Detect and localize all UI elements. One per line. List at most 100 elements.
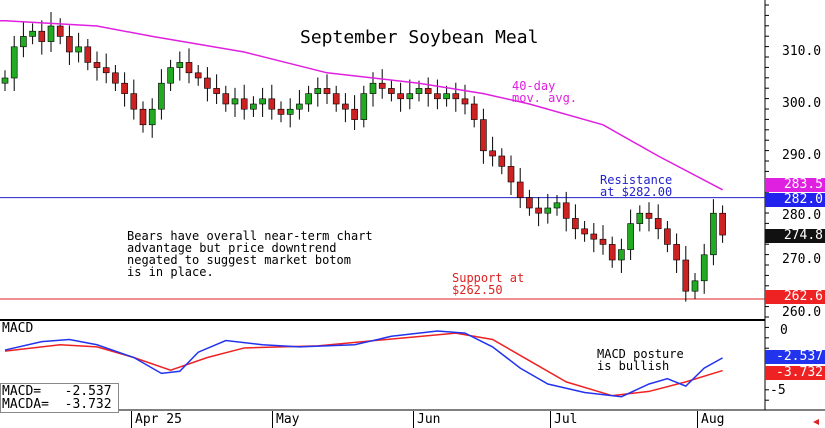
candle-body	[526, 197, 533, 209]
candle-body	[75, 46, 82, 53]
y-tick: 300.0	[782, 96, 822, 111]
y-tick: 270.0	[782, 252, 822, 267]
candle-body	[185, 62, 193, 74]
candle-body	[250, 103, 257, 110]
candle-body	[516, 181, 524, 198]
candle-body	[406, 93, 414, 100]
candle-body	[286, 108, 294, 115]
candle-body	[645, 212, 653, 219]
candle-body	[388, 88, 395, 94]
macd-line	[4, 330, 723, 398]
candle-body	[434, 93, 441, 100]
candle-body	[47, 25, 55, 42]
candle-body	[710, 212, 717, 256]
candle-body	[314, 88, 322, 94]
y-tick: 290.0	[782, 148, 822, 163]
candle-body	[342, 103, 349, 110]
ma-annotation: 40-day mov. avg.	[512, 79, 578, 105]
candle-body	[608, 244, 616, 261]
candle-body	[268, 98, 276, 110]
candle-body	[682, 259, 690, 292]
candle-body	[719, 212, 726, 236]
candle-body	[424, 88, 432, 94]
candle-body	[470, 103, 478, 120]
candle-body	[627, 223, 634, 250]
candle-body	[130, 93, 138, 110]
candle-body	[351, 108, 358, 120]
candle-body	[553, 202, 561, 209]
x-tick: Apr 25	[131, 411, 182, 428]
y-tick: 260.0	[782, 305, 822, 320]
candle-body	[38, 30, 46, 42]
last-price-label: 274.8	[765, 229, 825, 243]
y-tick: 280.0	[782, 208, 822, 223]
candle-body	[213, 88, 220, 94]
bears-annotation: Bears have overall near-term chart advan…	[127, 229, 373, 279]
candle-body	[139, 108, 147, 126]
candle-body	[443, 93, 450, 100]
candle-body	[112, 72, 119, 84]
support-price-label: 262.6	[765, 290, 825, 304]
candle-body	[1, 77, 9, 84]
candle-body	[369, 82, 377, 94]
candle-body	[535, 207, 542, 214]
candle-body	[452, 93, 460, 100]
candle-body	[66, 36, 73, 53]
candle-body	[498, 155, 506, 167]
candle-body	[204, 77, 211, 89]
candle-body	[691, 280, 699, 292]
scroll-arrow-icon	[813, 419, 819, 425]
x-tick: Aug	[697, 411, 724, 428]
candle-body	[673, 244, 680, 261]
candle-body	[323, 88, 331, 94]
chart-title: September Soybean Meal	[300, 27, 539, 48]
candle-body	[277, 108, 285, 115]
candle-body	[489, 150, 496, 157]
candle-body	[572, 218, 579, 230]
ma40-line	[0, 20, 723, 191]
x-tick: Jul	[550, 411, 577, 428]
candle-body	[93, 62, 101, 68]
candle-body	[10, 46, 18, 79]
candle-body	[176, 62, 184, 68]
candle-body	[194, 72, 202, 79]
candle-body	[654, 218, 662, 230]
candle-body	[700, 254, 708, 282]
candle-body	[378, 82, 386, 89]
candle-body	[259, 98, 266, 105]
candle-body	[397, 93, 404, 100]
macd-y-tick: 0	[780, 323, 788, 338]
candle-body	[581, 228, 588, 235]
candle-body	[332, 93, 340, 105]
candle-body	[360, 93, 368, 120]
resistance-annotation: Resistance at $282.00	[600, 173, 673, 199]
x-tick: Jun	[413, 411, 440, 428]
candle-body	[84, 46, 92, 63]
candle-body	[158, 82, 165, 110]
candle-body	[167, 67, 174, 84]
candle-body	[222, 93, 230, 105]
support-annotation: Support at $262.50	[452, 271, 525, 297]
candle-body	[415, 88, 423, 94]
candle-body	[29, 30, 36, 37]
candle-body	[562, 202, 570, 219]
candle-body	[102, 67, 110, 74]
candle-body	[20, 36, 27, 48]
candle-body	[599, 238, 607, 245]
macd-annotation: MACD posture is bullish	[597, 347, 684, 373]
candle-body	[664, 228, 671, 245]
candle-body	[618, 249, 625, 261]
ma-price-label: 283.5	[765, 178, 825, 192]
candle-body	[590, 233, 598, 240]
macd-y-tick: -5	[770, 383, 786, 398]
candle-body	[461, 98, 469, 105]
y-tick: 310.0	[782, 44, 822, 59]
macd-title: MACD	[2, 321, 34, 336]
candle-body	[121, 82, 128, 94]
macd-value-label: -2.537	[765, 350, 825, 364]
candle-body	[305, 93, 312, 105]
candle-body	[507, 166, 515, 183]
x-tick: May	[272, 411, 299, 428]
